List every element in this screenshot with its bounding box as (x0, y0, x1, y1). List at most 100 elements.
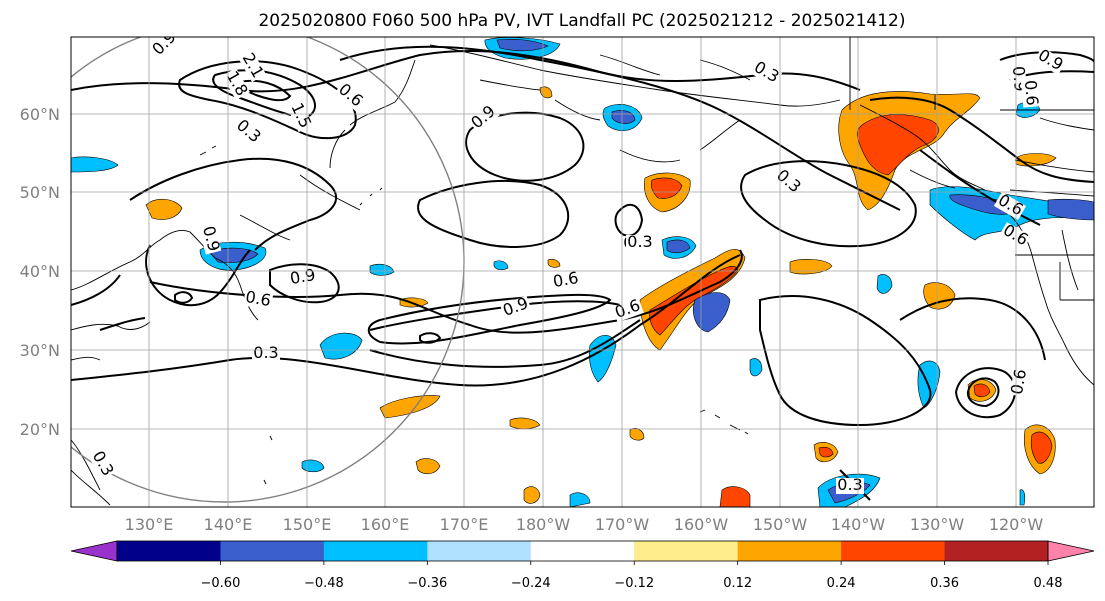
contour-label-bg (749, 59, 783, 87)
contour-label-bg (287, 267, 319, 289)
contour-label-bg (1009, 366, 1031, 398)
longitude-labels: 130°E 140°E 150°E 160°E 170°E 180°W 170°W 160°W… (125, 515, 1044, 534)
ivt-strong-patch-n-central (650, 177, 683, 199)
ivt-negative-core-japan (209, 247, 259, 264)
ivt-negative-core-nw-top (496, 38, 549, 52)
pv-contour-0.9-jet (367, 293, 612, 345)
pv-contour-nw-trough (129, 157, 338, 307)
lat-label: 30°N (20, 341, 60, 360)
contour-label-bg (242, 289, 274, 311)
ivt-strong-patch-hawaii (818, 446, 834, 458)
colorbar-segment (634, 541, 739, 561)
pv-contour-east-loop (740, 160, 917, 248)
coastline-british-columbia (859, 104, 986, 191)
contour-label: 0.6 (552, 268, 580, 291)
pv-contour-w-edge (71, 274, 194, 331)
coastline-alaska (429, 44, 841, 163)
coastline-kamchatka (239, 59, 416, 241)
ivt-negative-patch-40n-c (493, 260, 509, 271)
ivt-positive-patch-20n-b (629, 428, 645, 441)
contour-label-bg (1020, 78, 1040, 108)
pv-contour-central-waves (417, 180, 644, 248)
ivt-negative-patch-40n-w (369, 263, 395, 276)
ivt-positive-patch-25n-far-e (1019, 489, 1026, 506)
contour-label-bg (222, 67, 250, 101)
island-chains (199, 145, 749, 485)
lon-label: 170°W (595, 515, 650, 534)
ivt-positive-patch-40n-c (547, 258, 561, 268)
pv-contour-big-loop-n (339, 45, 901, 211)
contour-label-bg (198, 223, 222, 255)
contour-label-bg (149, 37, 181, 60)
colorbar-segment (117, 541, 221, 561)
colorbar-tick-label: −0.48 (304, 576, 344, 591)
colorbar-segment (841, 541, 946, 561)
lon-label: 170°E (440, 515, 489, 534)
lon-label: 160°W (674, 515, 729, 534)
contour-label-bg (500, 295, 532, 321)
colorbar-tick-label: 0.48 (1034, 576, 1063, 591)
contour-label: 0.6 (1021, 79, 1042, 106)
contour-label: 0.3 (837, 475, 862, 494)
colorbar-tick-label: −0.60 (201, 576, 241, 591)
contour-label-bg (238, 49, 266, 83)
lon-label: 130°E (125, 515, 174, 534)
ivt-negative-core-mid (666, 239, 691, 254)
map-frame (70, 36, 1095, 508)
ivt-negative-patch-35n-east (749, 358, 763, 377)
lon-label: 140°W (831, 515, 886, 534)
pv-contour-nw-closed (178, 60, 357, 140)
colorbar-segment (427, 541, 532, 561)
pv-contour-kamchatka-wave (269, 263, 442, 344)
colorbar-segment (944, 541, 1049, 561)
colorbar-tick-label: 0.36 (930, 576, 959, 591)
ivt-negative-patch-hawaii-n (693, 292, 731, 333)
contour-label-bg (998, 222, 1032, 250)
contour-label-bg (993, 192, 1027, 220)
colorbar-tick-label: −0.36 (407, 576, 447, 591)
ivt-negative-patch-15n-w (301, 459, 325, 473)
contour-label-bg (1033, 47, 1067, 75)
colorbar-segment (737, 541, 842, 561)
lon-label: 150°W (753, 515, 808, 534)
pv-contour-0.6-jet (149, 249, 743, 334)
contour-label-bg (286, 99, 314, 133)
ivt-strong-patch-gulf-alaska (856, 114, 939, 176)
colorbar-tick-label: −0.24 (511, 576, 551, 591)
ivt-positive-patch-30n-east (923, 282, 956, 310)
lon-label: 160°E (361, 515, 410, 534)
colorbar-extend-max (1047, 540, 1095, 562)
lon-label: 150°E (283, 515, 332, 534)
ivt-positive-patch-10n (719, 486, 751, 507)
pv-contour-east-broad (759, 295, 1046, 427)
lat-label: 40°N (20, 262, 60, 281)
ivt-positive-patch-40n (789, 259, 833, 275)
lat-label: 20°N (20, 420, 60, 439)
lon-label: 130°W (910, 515, 965, 534)
contour-label: 0.3 (253, 343, 278, 362)
contour-label-bg (626, 235, 654, 251)
colorbar-tick-label: −0.12 (614, 576, 654, 591)
contour-label-bg (232, 116, 264, 148)
ivt-positive-patch-ne-small (1015, 153, 1057, 167)
latitude-labels: 60°N 50°N 40°N 30°N 20°N (20, 105, 60, 439)
ivt-positive-patch-nw (145, 199, 183, 220)
ivt-positive-patch-25n-west (379, 395, 441, 419)
contour-label-bg (612, 297, 644, 323)
contour-label-bg (550, 270, 582, 292)
map-content: 0.92.11.81.50.60.30.90.30.90.30.60.30.90… (71, 37, 1094, 507)
ivt-negative-patch-w-edge (71, 156, 119, 173)
colorbar-tick-label: 0.12 (723, 576, 752, 591)
contour-label: 0.6 (1007, 368, 1030, 396)
ivt-positive-patch-35n-w (399, 297, 429, 308)
colorbar-segment (530, 541, 635, 561)
contour-label-bg (334, 80, 366, 112)
coastline-east-asia (71, 229, 259, 506)
contour-label: 0.6 (244, 287, 272, 310)
contour-label: 0.3 (627, 232, 652, 251)
colorbar-outline (116, 540, 1049, 562)
ivt-negative-patch-40n-east (876, 274, 893, 294)
contour-label-bg (468, 102, 500, 134)
contour-label-bg (836, 478, 864, 494)
